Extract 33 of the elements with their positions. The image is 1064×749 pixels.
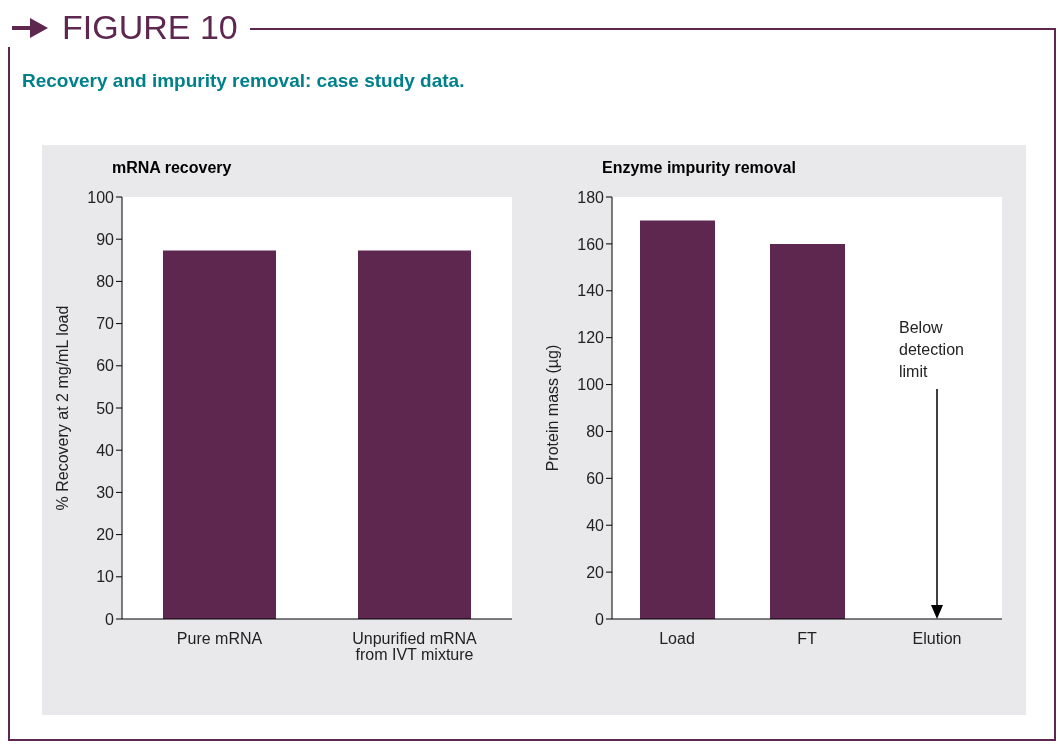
chart-title: Enzyme impurity removal bbox=[602, 159, 797, 178]
y-tick-label: 60 bbox=[586, 470, 605, 488]
y-tick-label: 40 bbox=[96, 441, 115, 459]
y-tick-label: 180 bbox=[577, 188, 605, 206]
y-tick-label: 160 bbox=[577, 235, 605, 253]
text: Recovery and impurity removal: case study data. bbox=[22, 70, 465, 92]
x-tick-label: Pure mRNA bbox=[176, 630, 263, 648]
y-axis-title: % Recovery at 2 mg/mL load bbox=[53, 305, 71, 511]
y-axis-title: Protein mass (µg) bbox=[543, 344, 561, 472]
y-tick-label: 20 bbox=[96, 526, 115, 544]
y-tick-label: 10 bbox=[96, 568, 115, 586]
chart-title: mRNA recovery bbox=[112, 159, 233, 178]
x-tick-label: Elution bbox=[912, 630, 962, 648]
annotation: Below detection limit bbox=[899, 318, 965, 382]
y-tick-label: 100 bbox=[577, 376, 605, 394]
y-tick-label: 50 bbox=[96, 399, 115, 417]
y-tick-label: 70 bbox=[96, 315, 115, 333]
y-tick-label: 0 bbox=[595, 610, 605, 628]
y-tick-label: 80 bbox=[96, 273, 115, 291]
x-tick-label: Unpurified mRNA from IVT mixture bbox=[352, 630, 478, 664]
caption: FIGURE 10 bbox=[62, 8, 238, 47]
y-tick-label: 100 bbox=[87, 188, 115, 206]
y-tick-label: 90 bbox=[96, 230, 115, 248]
y-tick-label: 60 bbox=[96, 357, 115, 375]
y-tick-label: 40 bbox=[586, 516, 605, 534]
x-tick-label: Load bbox=[659, 630, 695, 648]
y-tick-label: 20 bbox=[586, 563, 605, 581]
y-tick-label: 120 bbox=[577, 329, 605, 347]
x-tick-label: FT bbox=[797, 630, 817, 648]
y-tick-label: 140 bbox=[577, 282, 605, 300]
y-tick-label: 80 bbox=[586, 423, 605, 441]
y-tick-label: 30 bbox=[96, 484, 115, 502]
y-tick-label: 0 bbox=[105, 610, 115, 628]
